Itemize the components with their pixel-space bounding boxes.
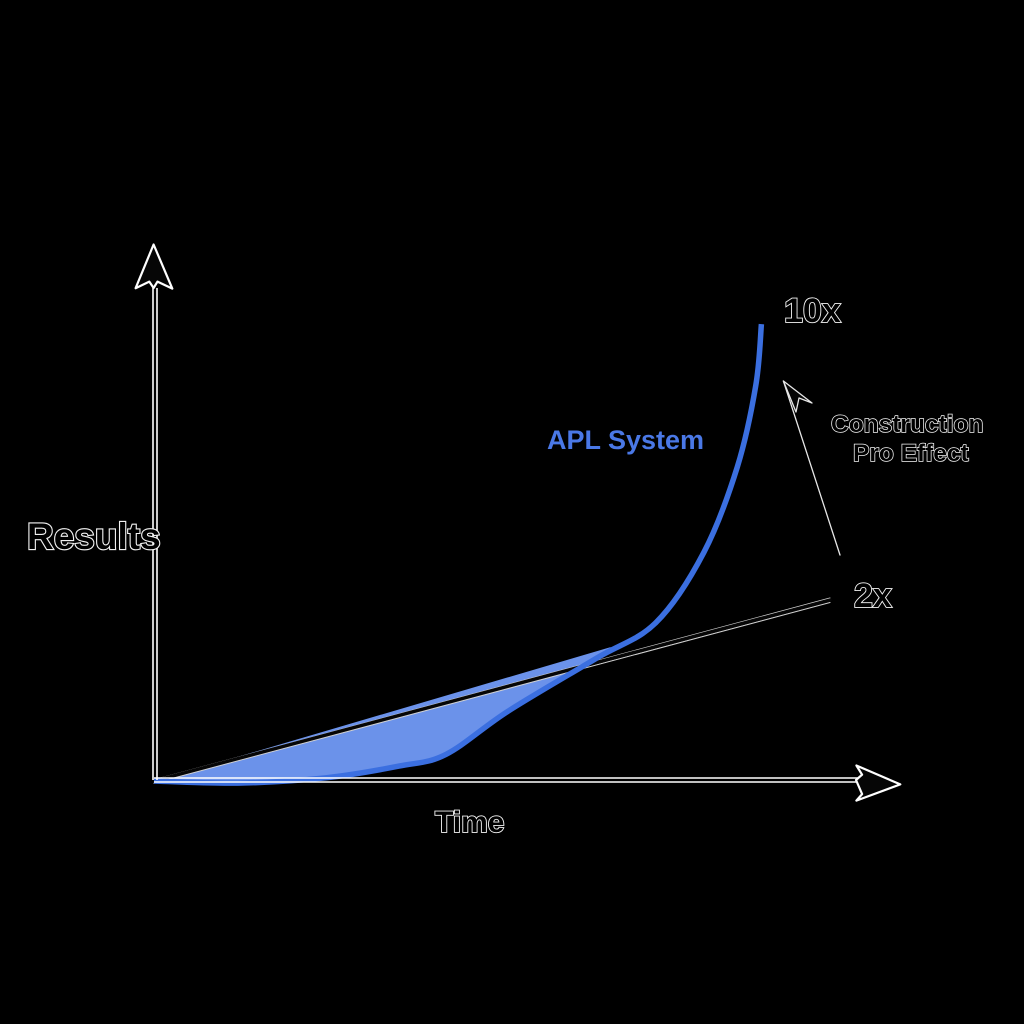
svg-text:Pro Effect: Pro Effect (853, 440, 969, 467)
svg-text:Time: Time (435, 806, 504, 839)
svg-text:Results: Results (27, 516, 161, 557)
svg-text:APL System: APL System (547, 425, 704, 455)
svg-text:2x: 2x (854, 577, 892, 615)
svg-text:10x: 10x (784, 292, 841, 330)
svg-text:Construction: Construction (831, 411, 983, 438)
